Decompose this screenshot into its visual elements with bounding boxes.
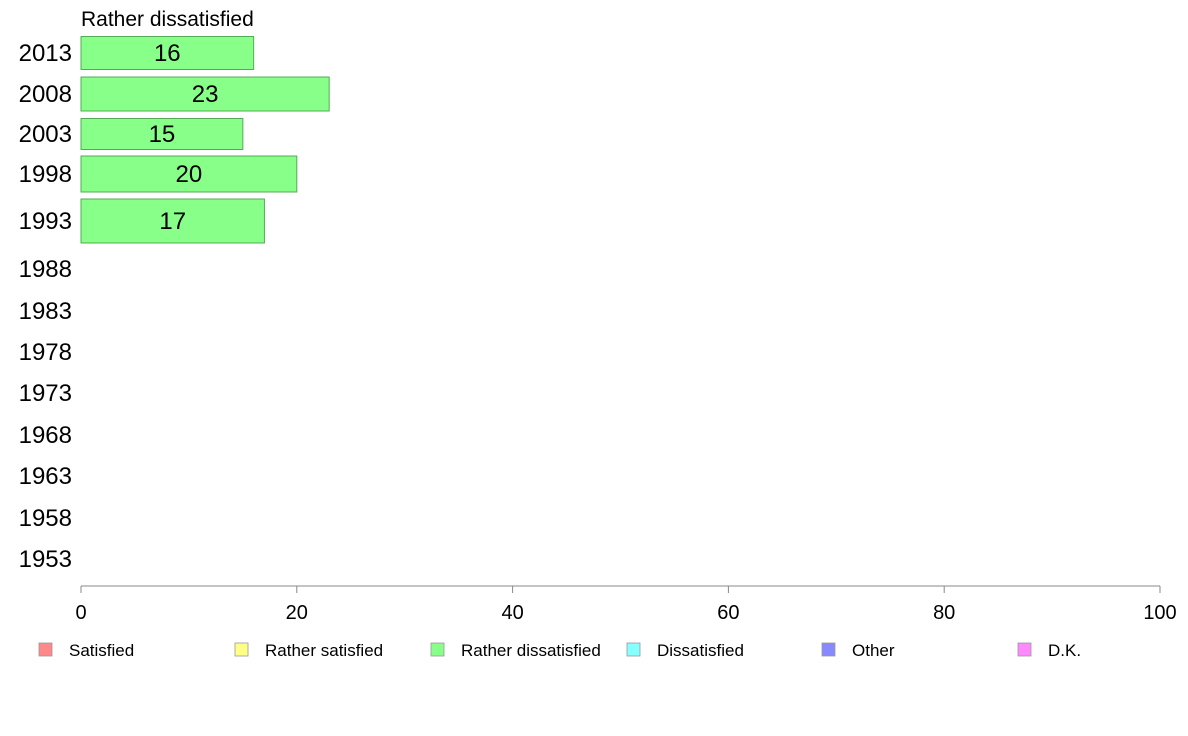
x-tick-label-40: 40 — [501, 602, 523, 624]
bar-value-label-2008: 23 — [192, 81, 219, 108]
legend-swatch-rather-dissatisfied — [430, 642, 445, 657]
year-label-1988: 1988 — [19, 256, 72, 283]
bar-value-label-1998: 20 — [176, 161, 203, 188]
year-label-2008: 2008 — [19, 81, 72, 108]
legend-label-satisfied: Satisfied — [69, 641, 134, 660]
year-label-1963: 1963 — [19, 463, 72, 490]
year-labels: 2013 2008 2003 1998 1993 1988 1983 1978 1973 1968… — [19, 40, 72, 573]
x-tick-label-20: 20 — [286, 602, 308, 624]
year-label-2013: 2013 — [19, 40, 72, 67]
legend-label-rather-satisfied: Rather satisfied — [265, 641, 383, 660]
legend-label-dissatisfied: Dissatisfied — [657, 641, 744, 660]
bar-1998 — [80, 155, 298, 193]
bar-2008 — [80, 76, 330, 112]
bar-2013 — [80, 36, 255, 70]
year-label-1983: 1983 — [19, 298, 72, 325]
year-label-1958: 1958 — [19, 505, 72, 532]
bar-2003 — [80, 118, 244, 150]
legend-swatch-rather-satisfied — [234, 642, 249, 657]
legend-label-rather-dissatisfied: Rather dissatisfied — [461, 641, 601, 660]
legend-swatch-satisfied — [38, 642, 53, 657]
year-label-1978: 1978 — [19, 339, 72, 366]
year-label-2003: 2003 — [19, 121, 72, 148]
legend-swatch-other — [821, 642, 836, 657]
year-label-1968: 1968 — [19, 422, 72, 449]
x-axis: 0 20 40 60 80 100 — [75, 585, 1177, 624]
chart-title: Rather dissatisfied — [81, 8, 254, 31]
bar-value-label-1993: 17 — [159, 208, 186, 235]
legend-swatch-dissatisfied — [626, 642, 641, 657]
bar-value-label-2003: 15 — [149, 121, 176, 148]
x-tick-label-60: 60 — [717, 602, 739, 624]
legend-label-d-k: D.K. — [1048, 641, 1081, 660]
x-tick-label-80: 80 — [933, 602, 955, 624]
legend: Satisfied Rather satisfied Rather dissatis… — [38, 641, 1081, 660]
legend-swatch-d-k — [1017, 642, 1032, 657]
year-label-1998: 1998 — [19, 161, 72, 188]
bar-1993 — [80, 198, 265, 244]
bar-value-label-2013: 16 — [154, 40, 181, 67]
year-label-1973: 1973 — [19, 380, 72, 407]
year-label-1993: 1993 — [19, 208, 72, 235]
x-tick-label-100: 100 — [1143, 602, 1176, 624]
x-tick-label-0: 0 — [75, 602, 86, 624]
year-label-1953: 1953 — [19, 546, 72, 573]
legend-label-other: Other — [852, 641, 895, 660]
